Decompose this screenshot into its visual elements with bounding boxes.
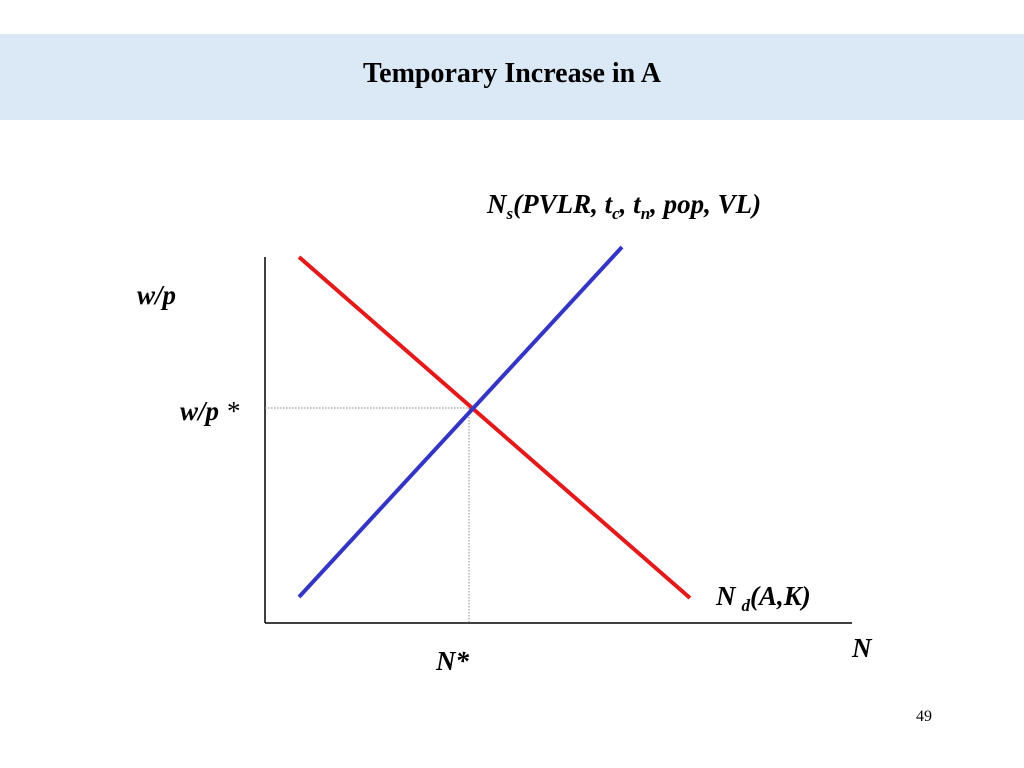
labor-supply-curve: [297, 245, 624, 599]
labor-demand-curve: [297, 255, 692, 600]
title-band: Temporary Increase in A: [0, 34, 1024, 120]
equilibrium-wage-label: w/p *: [180, 396, 241, 426]
y-axis-label: w/p: [137, 280, 176, 310]
slide-title: Temporary Increase in A: [363, 58, 661, 89]
page-number: 49: [916, 708, 932, 725]
equilibrium-labor-label: N*: [435, 646, 469, 676]
x-axis-label: N: [851, 633, 873, 663]
labor-supply-label: Ns(PVLR, tc, tn, pop, VL): [486, 189, 761, 223]
